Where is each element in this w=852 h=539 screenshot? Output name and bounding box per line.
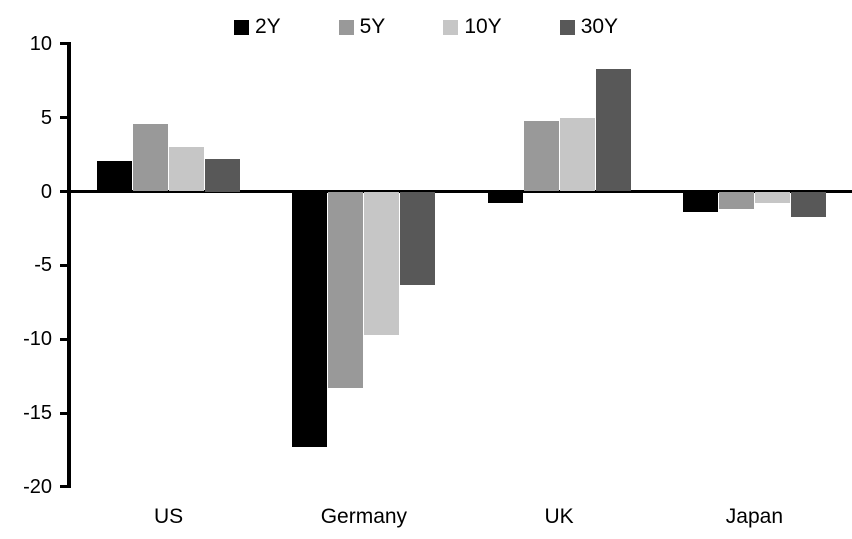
bar-japan-10y <box>754 191 790 204</box>
bar-germany-10y <box>364 191 400 335</box>
bar-japan-5y <box>718 191 754 210</box>
legend-swatch-5y <box>338 19 354 35</box>
legend-swatch-2y <box>233 19 249 35</box>
y-tick-mark <box>60 42 67 46</box>
bar-us-2y <box>97 160 133 192</box>
bar-us-30y <box>205 159 241 192</box>
y-axis-line <box>67 42 71 489</box>
bar-uk-2y <box>487 191 523 204</box>
legend-item-30y: 30Y <box>559 15 619 38</box>
y-tick-label: 0 <box>40 180 52 203</box>
y-tick-mark <box>60 337 67 341</box>
y-tick-label: -15 <box>23 402 52 424</box>
bar-japan-30y <box>790 191 826 217</box>
legend-item-10y: 10Y <box>443 15 502 38</box>
bar-germany-5y <box>328 191 364 388</box>
y-tick-mark <box>60 263 67 267</box>
y-tick-label: -20 <box>23 475 52 498</box>
bar-germany-30y <box>400 191 436 285</box>
legend-label-30y: 30Y <box>580 15 619 38</box>
bar-us-5y <box>133 123 169 192</box>
y-tick-label: -5 <box>34 254 52 277</box>
x-category-label-japan: Japan <box>725 505 783 528</box>
y-tick-mark <box>60 116 67 120</box>
bar-japan-2y <box>682 191 718 213</box>
bar-us-10y <box>169 147 205 192</box>
legend-label-10y: 10Y <box>464 15 502 38</box>
y-tick-mark <box>60 485 67 489</box>
legend-item-2y: 2Y <box>233 15 281 38</box>
bar-uk-5y <box>523 120 559 192</box>
x-category-label-germany: Germany <box>320 505 408 528</box>
legend-label-2y: 2Y <box>254 15 281 38</box>
zero-line <box>67 190 852 193</box>
legend-swatch-10y <box>443 19 459 35</box>
chart-legend: 2Y 5Y 10Y 30Y <box>0 16 852 38</box>
bar-uk-30y <box>595 68 631 192</box>
legend-swatch-30y <box>559 19 575 35</box>
legend-label-5y: 5Y <box>359 15 386 38</box>
x-category-label-us: US <box>154 505 184 528</box>
legend-item-5y: 5Y <box>338 15 386 38</box>
bar-uk-10y <box>559 117 595 192</box>
bar-germany-2y <box>292 191 328 447</box>
y-tick-label: 5 <box>40 106 52 129</box>
y-tick-mark <box>60 190 67 193</box>
y-tick-label: 10 <box>29 32 52 55</box>
y-tick-mark <box>60 411 67 415</box>
x-category-label-uk: UK <box>544 505 574 528</box>
y-tick-label: -10 <box>23 328 52 351</box>
